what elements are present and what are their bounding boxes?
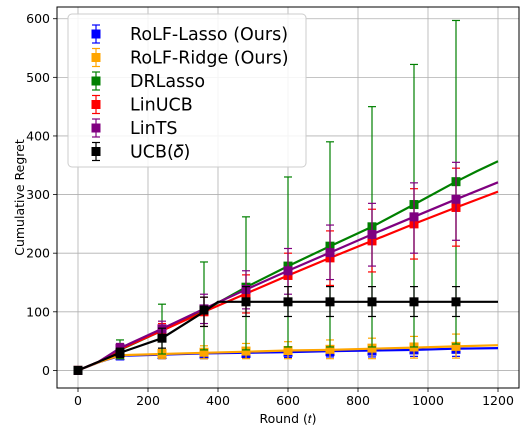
data-point — [451, 194, 461, 204]
y-tick-label: 0 — [42, 363, 50, 378]
x-axis-label: Round (𝑡) — [259, 411, 316, 426]
data-point — [367, 297, 377, 307]
x-tick-label: 400 — [206, 393, 230, 408]
legend-item: DRLasso — [91, 71, 205, 92]
axis-ticks: 0 200 400 600 800 1000 1200 0 100 200 300 400 500 600 — [26, 11, 514, 408]
legend-item: UCB(𝛿) — [91, 141, 190, 163]
x-tick-label: 0 — [74, 393, 82, 408]
legend-marker — [91, 29, 101, 39]
data-point — [199, 347, 209, 357]
data-point — [451, 297, 461, 307]
y-tick-label: 600 — [26, 11, 50, 26]
data-point — [325, 297, 335, 307]
legend-label: RoLF-Ridge (Ours) — [130, 49, 289, 69]
data-point — [409, 297, 419, 307]
legend-label: LinUCB — [130, 96, 193, 116]
y-tick-label: 500 — [26, 70, 50, 85]
legend-item: RoLF-Ridge (Ours) — [91, 47, 289, 69]
legend-marker — [91, 53, 101, 62]
data-point — [325, 248, 335, 258]
data-point — [451, 341, 461, 351]
data-point — [199, 305, 209, 315]
y-tick-label: 100 — [26, 304, 50, 319]
x-tick-label: 200 — [136, 393, 160, 408]
legend-label: LinTS — [130, 119, 178, 139]
legend-item: RoLF-Lasso (Ours) — [91, 24, 288, 45]
legend-label: DRLasso — [130, 72, 205, 92]
data-point — [241, 346, 251, 356]
data-point — [115, 348, 125, 358]
legend-marker — [91, 76, 101, 86]
data-point — [325, 344, 335, 354]
legend-marker — [91, 100, 101, 109]
legend-label: UCB(𝛿) — [130, 143, 190, 163]
legend-label: RoLF-Lasso (Ours) — [130, 25, 288, 45]
x-tick-label: 1000 — [412, 393, 444, 408]
x-tick-label: 1200 — [482, 393, 514, 408]
data-point — [283, 297, 293, 307]
data-point — [157, 333, 167, 343]
series-layer — [73, 19, 499, 375]
legend-item: LinTS — [91, 118, 178, 139]
data-point — [283, 266, 293, 276]
y-tick-label: 200 — [26, 246, 50, 261]
y-axis-label: Cumulative Regret — [12, 139, 27, 256]
data-point — [73, 365, 83, 375]
legend-marker — [91, 147, 101, 156]
y-tick-label: 300 — [26, 187, 50, 202]
legend-box — [67, 13, 307, 168]
legend: RoLF-Lasso (Ours) RoLF-Ridge (Ours) DRLass… — [67, 13, 307, 168]
data-point — [409, 212, 419, 222]
series — [73, 285, 498, 375]
x-tick-label: 600 — [276, 393, 300, 408]
legend-item: LinUCB — [91, 94, 193, 116]
data-point — [367, 229, 377, 239]
x-tick-label: 800 — [346, 393, 370, 408]
data-point — [283, 345, 293, 355]
legend-marker — [91, 123, 101, 133]
data-point — [241, 297, 251, 307]
data-point — [367, 343, 377, 353]
y-tick-label: 400 — [26, 128, 50, 143]
